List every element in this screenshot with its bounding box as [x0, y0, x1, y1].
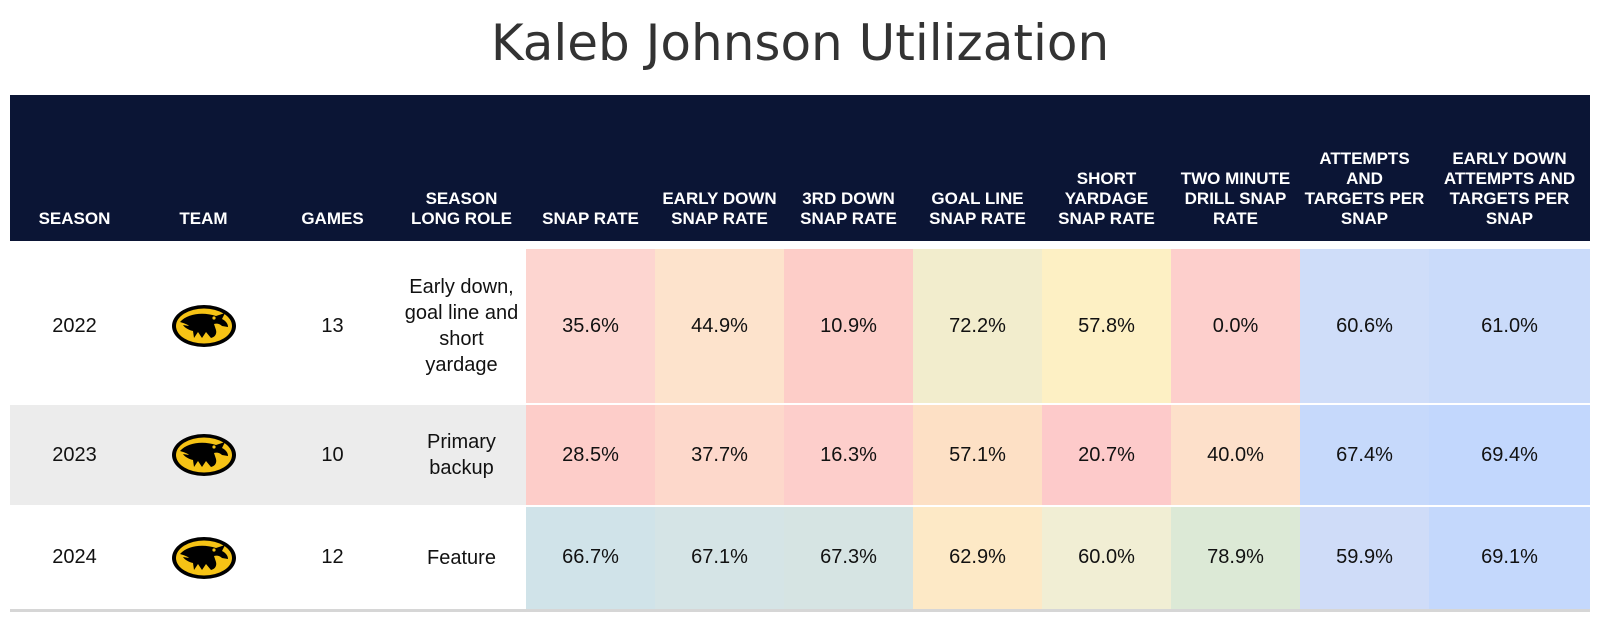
metric-cell: 60.6% — [1300, 248, 1429, 405]
column-header: 3RD DOWN SNAP RATE — [800, 189, 897, 228]
season-cell: 2024 — [10, 506, 139, 612]
metric-cell: 16.3% — [784, 404, 913, 507]
metric-cell: 28.5% — [526, 404, 655, 507]
column-header: ATTEMPTS AND TARGETS PER SNAP — [1304, 149, 1425, 228]
metric-cell: 59.9% — [1300, 506, 1429, 612]
metric-cell: 37.7% — [655, 404, 784, 507]
metric-cell: 67.1% — [655, 506, 784, 612]
metric-cell: 66.7% — [526, 506, 655, 612]
column-header: SHORT YARDAGE SNAP RATE — [1058, 169, 1155, 228]
metric-cell: 67.4% — [1300, 404, 1429, 507]
column-header: SEASON LONG ROLE — [410, 189, 513, 228]
table-body: 2022 13 Early down, goal line and short ya… — [10, 241, 1590, 612]
iowa-hawkeyes-logo-icon — [171, 434, 237, 476]
metric-cell: 44.9% — [655, 248, 784, 405]
role-cell: Feature — [397, 506, 526, 612]
season-cell: 2022 — [10, 248, 139, 405]
team-cell — [139, 506, 268, 612]
metric-cell: 67.3% — [784, 506, 913, 612]
column-header: SNAP RATE — [542, 209, 639, 228]
utilization-table: SEASON TEAM GAMES SEASON LONG ROLE SNAP RATE… — [10, 95, 1590, 612]
role-cell: Primary backup — [397, 404, 526, 507]
table-row: 2023 10 Primary backup 28.5% 37.7% 16.3% 57.1%… — [10, 404, 1590, 507]
iowa-hawkeyes-logo-icon — [171, 536, 237, 579]
column-header: EARLY DOWN SNAP RATE — [662, 189, 777, 228]
column-header: TEAM — [179, 209, 228, 228]
table-row: 2024 12 Feature 66.7% 67.1% 67.3% 62.9% 60.0% 78… — [10, 506, 1590, 612]
chart-title: Kaleb Johnson Utilization — [490, 14, 1110, 72]
team-cell — [139, 248, 268, 405]
season-cell: 2023 — [10, 404, 139, 507]
team-cell — [139, 404, 268, 507]
column-header: SEASON — [38, 209, 111, 228]
column-header: GAMES — [301, 209, 364, 228]
metric-cell: 60.0% — [1042, 506, 1171, 612]
column-header: TWO MINUTE DRILL SNAP RATE — [1180, 169, 1291, 228]
metric-cell: 72.2% — [913, 248, 1042, 405]
metric-cell: 62.9% — [913, 506, 1042, 612]
games-cell: 13 — [268, 248, 397, 405]
metric-cell: 69.4% — [1429, 404, 1590, 507]
games-cell: 12 — [268, 506, 397, 612]
metric-cell: 35.6% — [526, 248, 655, 405]
games-cell: 10 — [268, 404, 397, 507]
metric-cell: 10.9% — [784, 248, 913, 405]
column-header: GOAL LINE SNAP RATE — [929, 189, 1026, 228]
role-cell: Early down, goal line and short yardage — [397, 248, 526, 405]
metric-cell: 0.0% — [1171, 248, 1300, 405]
metric-cell: 57.8% — [1042, 248, 1171, 405]
iowa-hawkeyes-logo-icon — [171, 305, 237, 347]
metric-cell: 20.7% — [1042, 404, 1171, 507]
table-row: 2022 13 Early down, goal line and short ya… — [10, 248, 1590, 405]
metric-cell: 40.0% — [1171, 404, 1300, 507]
metric-cell: 57.1% — [913, 404, 1042, 507]
header-row: SEASON TEAM GAMES SEASON LONG ROLE SNAP RATE… — [10, 95, 1590, 241]
column-header: EARLY DOWN ATTEMPTS AND TARGETS PER SNAP — [1443, 149, 1576, 228]
metric-cell: 61.0% — [1429, 248, 1590, 405]
metric-cell: 69.1% — [1429, 506, 1590, 612]
metric-cell: 78.9% — [1171, 506, 1300, 612]
